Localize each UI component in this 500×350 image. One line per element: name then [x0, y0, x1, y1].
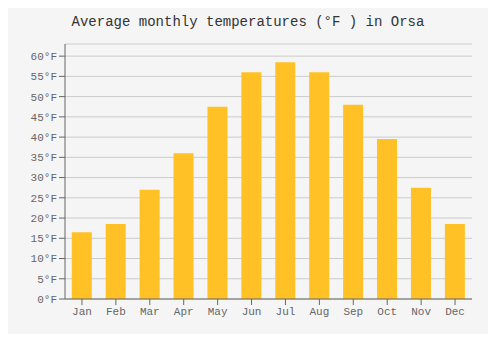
html-text:Average monthly temperatures (: Average monthly temperatures (°F ) in Or…	[71, 14, 425, 30]
svg-text:5°F: 5°F	[37, 274, 57, 286]
svg-text:30°F: 30°F	[31, 172, 57, 184]
svg-text:15°F: 15°F	[31, 233, 57, 245]
svg-text:60°F: 60°F	[31, 51, 57, 63]
svg-text:Sep: Sep	[343, 306, 363, 318]
svg-text:Jul: Jul	[276, 306, 296, 318]
svg-text:Jun: Jun	[242, 306, 262, 318]
svg-text:Dec: Dec	[445, 306, 465, 318]
svg-text:Aug: Aug	[309, 306, 329, 318]
svg-text:20°F: 20°F	[31, 213, 57, 225]
svg-text:Oct: Oct	[377, 306, 397, 318]
svg-text:May: May	[208, 306, 228, 318]
svg-text:10°F: 10°F	[31, 253, 57, 265]
svg-text:35°F: 35°F	[31, 152, 57, 164]
svg-text:Nov: Nov	[411, 306, 431, 318]
svg-text:45°F: 45°F	[31, 112, 57, 124]
svg-text:Feb: Feb	[106, 306, 126, 318]
svg-text:40°F: 40°F	[31, 132, 57, 144]
svg-text:Jan: Jan	[72, 306, 92, 318]
svg-text:Apr: Apr	[174, 306, 194, 318]
svg-text:50°F: 50°F	[31, 92, 57, 104]
svg-text:Mar: Mar	[140, 306, 160, 318]
svg-text:25°F: 25°F	[31, 193, 57, 205]
svg-text:55°F: 55°F	[31, 71, 57, 83]
svg-text:0°F: 0°F	[37, 294, 57, 306]
